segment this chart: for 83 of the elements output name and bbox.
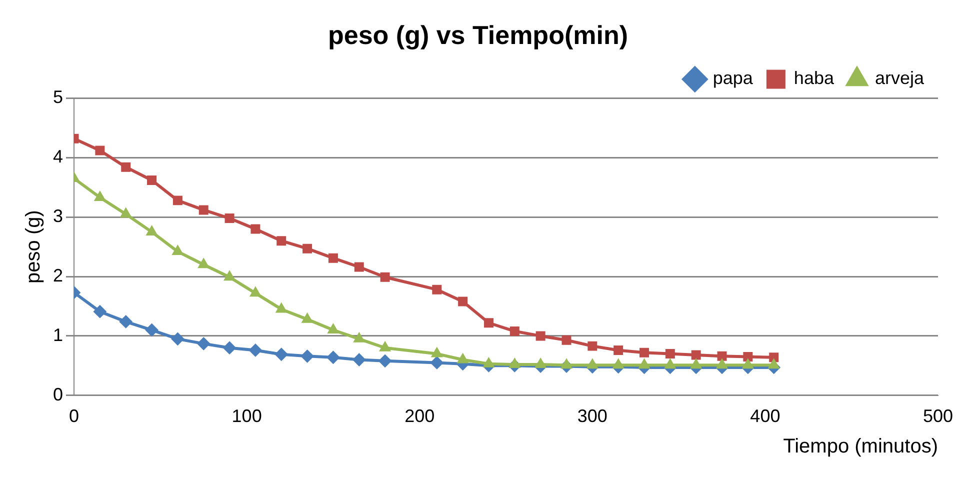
point	[379, 341, 391, 352]
point	[354, 262, 364, 272]
legend-label: papa	[712, 68, 754, 88]
point	[483, 357, 494, 368]
point	[378, 354, 392, 368]
point	[380, 272, 390, 282]
point	[274, 348, 288, 361]
x-axis-title: Tiempo (minutos)	[783, 436, 938, 458]
point	[560, 358, 572, 369]
point	[224, 214, 234, 224]
point	[198, 205, 208, 215]
point	[664, 358, 676, 369]
y-tick-label: 5	[52, 87, 64, 108]
y-tick-label: 0	[52, 384, 64, 404]
point	[458, 296, 468, 306]
point	[328, 253, 338, 263]
point	[276, 302, 288, 313]
point	[93, 305, 106, 318]
point	[352, 353, 366, 366]
point	[640, 348, 649, 358]
point	[586, 358, 598, 369]
legend-label: haba	[794, 68, 835, 88]
point	[768, 358, 780, 369]
point	[562, 335, 572, 345]
point	[536, 331, 546, 341]
point	[145, 324, 158, 337]
point	[769, 352, 779, 362]
point	[508, 358, 520, 368]
point	[95, 146, 105, 156]
point	[300, 350, 314, 363]
x-tick-label: 500	[922, 406, 954, 426]
y-tick-label: 4	[52, 146, 64, 167]
point	[250, 224, 260, 234]
point	[223, 341, 236, 354]
point	[665, 349, 675, 359]
y-tick-label: 1	[52, 324, 64, 345]
point	[120, 208, 132, 218]
point	[172, 245, 184, 256]
point	[431, 347, 443, 358]
point	[484, 318, 494, 328]
x-tick-label: 200	[404, 406, 435, 426]
point	[119, 315, 132, 328]
point	[326, 350, 340, 364]
x-tick-label: 400	[750, 406, 780, 426]
point	[248, 344, 262, 357]
point	[171, 332, 184, 346]
point	[250, 286, 262, 297]
point	[588, 341, 598, 351]
x-tick-label: 0	[69, 406, 80, 426]
point	[510, 326, 520, 336]
point	[614, 345, 624, 355]
point	[197, 337, 210, 350]
point	[691, 350, 701, 360]
point	[716, 358, 728, 369]
point	[717, 351, 727, 361]
point	[147, 175, 157, 185]
point	[612, 358, 624, 369]
x-tick-label: 100	[232, 406, 262, 426]
point	[742, 358, 754, 369]
point	[534, 358, 546, 368]
point	[353, 332, 365, 342]
point	[224, 270, 236, 281]
point	[146, 225, 158, 236]
point	[743, 352, 753, 362]
point	[198, 258, 210, 268]
point	[432, 284, 442, 294]
chart-title: peso (g) vs Tiempo(min)	[328, 20, 628, 50]
point	[302, 312, 313, 323]
legend-label: arveja	[874, 68, 925, 88]
y-axis-title: peso (g)	[22, 210, 45, 284]
point	[690, 358, 702, 369]
y-tick-label: 2	[52, 265, 64, 286]
point	[430, 356, 444, 370]
point	[328, 324, 339, 334]
point	[172, 196, 182, 206]
point	[302, 244, 312, 254]
x-tick-label: 300	[577, 406, 608, 426]
point	[94, 190, 106, 201]
point	[457, 353, 468, 364]
point	[638, 358, 650, 369]
point	[121, 162, 131, 172]
y-tick-label: 3	[52, 206, 64, 226]
point	[276, 236, 286, 246]
